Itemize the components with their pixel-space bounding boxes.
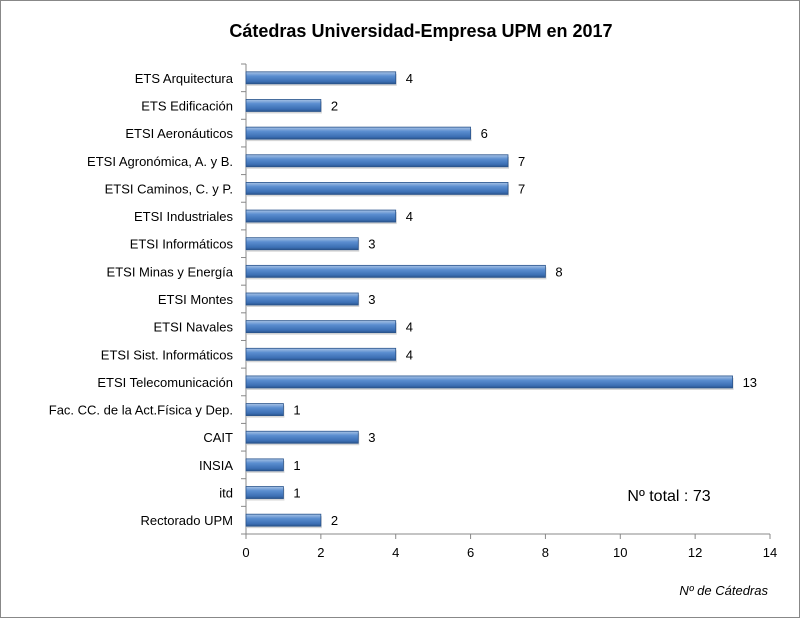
data-label: 3 xyxy=(368,292,375,307)
data-label: 1 xyxy=(293,403,300,418)
category-label: ETSI Navales xyxy=(154,320,234,335)
category-label: ETSI Montes xyxy=(158,292,234,307)
category-label: ETSI Aeronáuticos xyxy=(125,126,233,141)
data-label: 1 xyxy=(293,458,300,473)
category-label: Rectorado UPM xyxy=(141,513,233,528)
x-tick-label: 10 xyxy=(613,545,627,560)
x-tick-label: 6 xyxy=(467,545,474,560)
category-label: INSIA xyxy=(199,458,233,473)
data-label: 1 xyxy=(293,486,300,501)
bar xyxy=(245,375,733,389)
category-label: ETS Arquitectura xyxy=(135,71,234,86)
category-label: ETSI Sist. Informáticos xyxy=(101,347,234,362)
data-label: 2 xyxy=(331,513,338,528)
data-label: 3 xyxy=(368,430,375,445)
data-label: 4 xyxy=(406,71,413,86)
bar xyxy=(245,99,322,112)
bar xyxy=(245,154,509,168)
x-tick-label: 2 xyxy=(317,545,324,560)
total-annotation: Nº total : 73 xyxy=(627,488,710,505)
data-label: 4 xyxy=(406,320,413,335)
category-label: ETSI Caminos, C. y P. xyxy=(105,181,233,196)
data-label: 6 xyxy=(481,126,488,141)
category-label: ETSI Agronómica, A. y B. xyxy=(87,154,233,169)
bar xyxy=(245,71,397,85)
bar xyxy=(245,458,284,472)
data-label: 2 xyxy=(331,98,338,113)
bar xyxy=(245,237,359,251)
data-label: 4 xyxy=(406,347,413,362)
bar xyxy=(245,347,397,361)
category-label: ETSI Industriales xyxy=(134,209,233,224)
x-axis-label: Nº de Cátedras xyxy=(679,583,768,598)
data-label: 3 xyxy=(368,237,375,252)
category-label: ETSI Telecomunicación xyxy=(97,375,233,390)
bar xyxy=(245,209,397,223)
category-label: itd xyxy=(219,486,233,501)
bar xyxy=(245,320,397,334)
bar xyxy=(245,513,322,527)
bar xyxy=(245,126,471,140)
x-tick-label: 14 xyxy=(763,545,777,560)
bar xyxy=(245,403,284,416)
bar xyxy=(245,486,284,499)
data-label: 4 xyxy=(406,209,413,224)
category-label: ETSI Minas y Energía xyxy=(107,264,234,279)
category-label: ETSI Informáticos xyxy=(130,237,234,252)
x-tick-label: 4 xyxy=(392,545,399,560)
bar xyxy=(245,292,359,306)
bar xyxy=(245,264,546,278)
category-label: Fac. CC. de la Act.Física y Dep. xyxy=(49,403,233,418)
x-tick-label: 8 xyxy=(542,545,549,560)
data-label: 7 xyxy=(518,181,525,196)
bar xyxy=(245,430,359,444)
category-label: CAIT xyxy=(203,430,233,445)
x-tick-label: 0 xyxy=(242,545,249,560)
category-label: ETS Edificación xyxy=(141,98,233,113)
data-label: 7 xyxy=(518,154,525,169)
x-tick-label: 12 xyxy=(688,545,702,560)
data-label: 8 xyxy=(555,264,562,279)
data-label: 13 xyxy=(743,375,757,390)
chart-title: Cátedras Universidad-Empresa UPM en 2017 xyxy=(229,21,612,41)
bar xyxy=(245,182,509,195)
